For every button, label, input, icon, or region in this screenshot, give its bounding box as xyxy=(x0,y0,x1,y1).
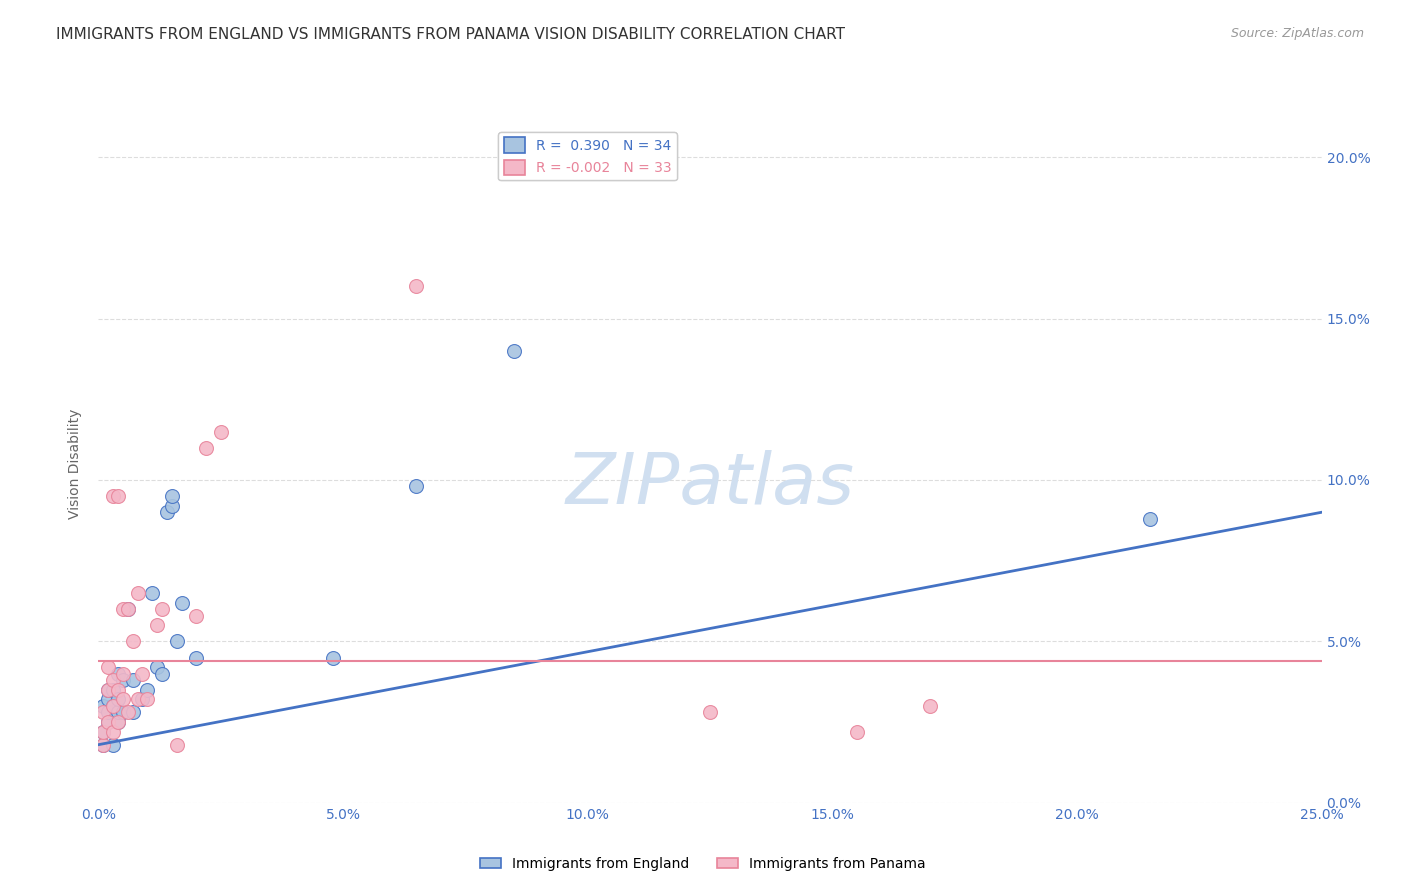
Point xyxy=(107,692,129,706)
Point xyxy=(209,425,232,439)
Point xyxy=(107,666,129,681)
Point xyxy=(136,692,159,706)
Point xyxy=(160,499,183,513)
Point xyxy=(91,724,114,739)
Point xyxy=(322,650,344,665)
Point xyxy=(141,586,163,600)
Point xyxy=(111,692,134,706)
Point xyxy=(91,724,114,739)
Point xyxy=(97,682,120,697)
Point xyxy=(91,698,114,713)
Point xyxy=(121,673,143,687)
Point xyxy=(146,660,169,674)
Point xyxy=(920,698,942,713)
Point xyxy=(127,692,149,706)
Point xyxy=(150,602,173,616)
Point xyxy=(121,634,143,648)
Text: IMMIGRANTS FROM ENGLAND VS IMMIGRANTS FROM PANAMA VISION DISABILITY CORRELATION : IMMIGRANTS FROM ENGLAND VS IMMIGRANTS FR… xyxy=(56,27,845,42)
Point xyxy=(101,673,124,687)
Point xyxy=(150,666,173,681)
Point xyxy=(405,279,427,293)
Point xyxy=(170,596,193,610)
Point xyxy=(405,479,427,493)
Text: ZIPatlas: ZIPatlas xyxy=(565,450,855,518)
Point xyxy=(146,618,169,632)
Point xyxy=(97,715,120,730)
Point xyxy=(111,706,134,720)
Point xyxy=(111,602,134,616)
Point xyxy=(97,706,120,720)
Point xyxy=(117,706,139,720)
Point xyxy=(503,343,526,358)
Point xyxy=(136,682,159,697)
Point xyxy=(186,650,208,665)
Point xyxy=(107,489,129,503)
Point xyxy=(101,738,124,752)
Point xyxy=(97,660,120,674)
Point xyxy=(160,489,183,503)
Point xyxy=(845,724,868,739)
Point xyxy=(107,715,129,730)
Legend: Immigrants from England, Immigrants from Panama: Immigrants from England, Immigrants from… xyxy=(475,851,931,876)
Point xyxy=(97,682,120,697)
Point xyxy=(101,698,124,713)
Point xyxy=(166,738,188,752)
Point xyxy=(127,586,149,600)
Point xyxy=(101,489,124,503)
Point xyxy=(1139,512,1161,526)
Point xyxy=(166,634,188,648)
Point xyxy=(107,706,129,720)
Point xyxy=(101,724,124,739)
Point xyxy=(117,602,139,616)
Text: Source: ZipAtlas.com: Source: ZipAtlas.com xyxy=(1230,27,1364,40)
Point xyxy=(111,666,134,681)
Point xyxy=(186,608,208,623)
Point xyxy=(117,602,139,616)
Point xyxy=(91,738,114,752)
Point xyxy=(101,682,124,697)
Point xyxy=(101,698,124,713)
Point xyxy=(111,673,134,687)
Point xyxy=(131,666,153,681)
Point xyxy=(107,715,129,730)
Point xyxy=(97,715,120,730)
Point xyxy=(107,682,129,697)
Legend: R =  0.390   N = 34, R = -0.002   N = 33: R = 0.390 N = 34, R = -0.002 N = 33 xyxy=(498,132,678,180)
Point xyxy=(156,505,179,519)
Y-axis label: Vision Disability: Vision Disability xyxy=(69,409,83,519)
Point xyxy=(91,706,114,720)
Point xyxy=(195,441,218,455)
Point xyxy=(131,692,153,706)
Point xyxy=(121,706,143,720)
Point xyxy=(699,706,721,720)
Point xyxy=(91,738,114,752)
Point xyxy=(97,692,120,706)
